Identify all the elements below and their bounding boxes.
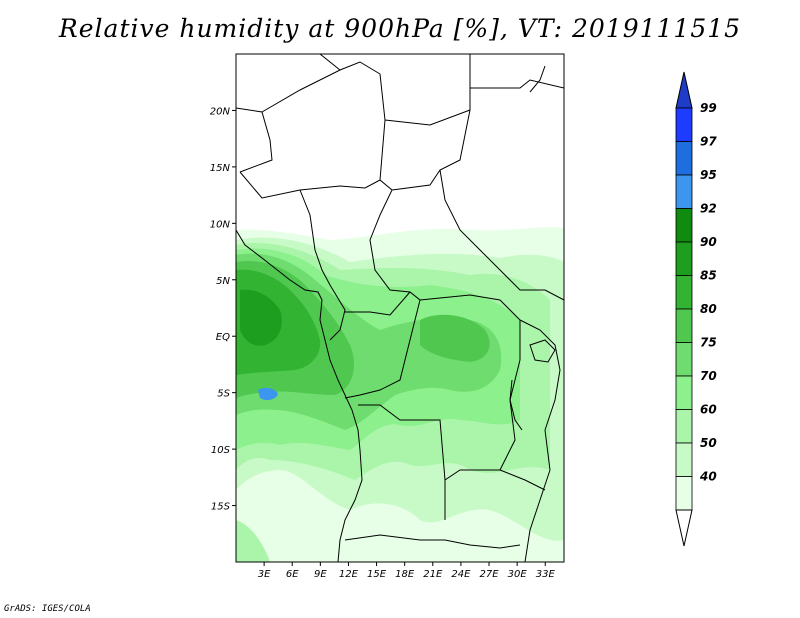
colorbar-label: 99	[700, 101, 717, 115]
colorbar-label: 92	[700, 202, 717, 216]
colorbar-swatch	[675, 241, 693, 276]
colorbar-label: 40	[699, 470, 717, 484]
border-angola	[344, 404, 521, 549]
colorbar: 99 97 95 92 90 85 80 75 70 60 50 40	[675, 71, 717, 547]
border-north	[236, 54, 471, 181]
lon-label: 27E	[480, 569, 500, 580]
coastline-west-africa	[236, 229, 363, 562]
lon-label: 3E	[258, 569, 271, 580]
colorbar-swatch	[675, 308, 693, 343]
border-east	[499, 319, 561, 562]
humidity-field	[236, 227, 564, 562]
country-borders	[236, 54, 564, 562]
lon-label: 30E	[508, 569, 528, 580]
colorbar-label: 85	[700, 269, 717, 283]
lon-label: 33E	[536, 569, 556, 580]
colorbar-bottom-arrow	[675, 509, 693, 547]
colorbar-label: 70	[700, 369, 717, 383]
border-central	[391, 109, 564, 301]
lon-label: 24E	[451, 569, 471, 580]
rh-contour-80b	[420, 314, 490, 362]
lat-label: 5S	[217, 389, 230, 400]
lake-victoria	[529, 339, 556, 363]
longitude-axis: 3E 6E 9E 12E 15E 18E 21E 24E 27E 30E 33E	[258, 562, 556, 580]
lat-label: 15N	[210, 163, 231, 174]
colorbar-label: 80	[700, 302, 717, 316]
lon-label: 15E	[367, 569, 387, 580]
lake-tanganyika	[509, 379, 523, 431]
chart-title: Relative humidity at 900hPa [%], VT: 201…	[58, 14, 742, 43]
border-sahel	[239, 171, 411, 293]
colorbar-label: 75	[700, 336, 717, 350]
border-ne	[470, 65, 564, 93]
colorbar-swatch	[675, 275, 693, 310]
lat-label: 10S	[211, 445, 231, 456]
colorbar-swatch	[675, 375, 693, 410]
rh-contour-97	[258, 387, 278, 401]
lat-label: 5N	[216, 276, 230, 287]
colorbar-label: 95	[700, 168, 717, 182]
rh-contour-60-sw	[236, 520, 270, 562]
colorbar-top-arrow	[675, 71, 693, 109]
lat-label: EQ	[216, 332, 230, 343]
colorbar-label: 50	[700, 436, 717, 450]
lat-label: 15S	[211, 502, 231, 513]
lon-label: 12E	[339, 569, 359, 580]
colorbar-swatch	[675, 174, 693, 209]
lat-label: 10N	[210, 219, 231, 230]
colorbar-swatch	[675, 107, 693, 142]
colorbar-label: 90	[700, 235, 717, 249]
lon-label: 6E	[286, 569, 299, 580]
lon-label: 18E	[395, 569, 415, 580]
colorbar-swatch	[675, 342, 693, 377]
latitude-axis: 20N 15N 10N 5N EQ 5S 10S 15S	[210, 106, 236, 513]
border-congo	[344, 291, 421, 399]
colorbar-label: 97	[700, 135, 717, 149]
colorbar-swatch	[675, 141, 693, 176]
colorbar-label: 60	[700, 403, 717, 417]
footer-credit: GrADS: IGES/COLA	[4, 604, 91, 614]
colorbar-swatch	[675, 208, 693, 243]
colorbar-swatch	[675, 476, 693, 511]
map-frame	[235, 53, 565, 563]
lat-label: 20N	[210, 106, 231, 117]
rh-contour-90	[240, 289, 282, 346]
border-cameroon	[299, 189, 346, 341]
colorbar-swatch	[675, 442, 693, 477]
colorbar-swatch	[675, 409, 693, 444]
lon-label: 21E	[423, 569, 443, 580]
lon-label: 9E	[314, 569, 327, 580]
